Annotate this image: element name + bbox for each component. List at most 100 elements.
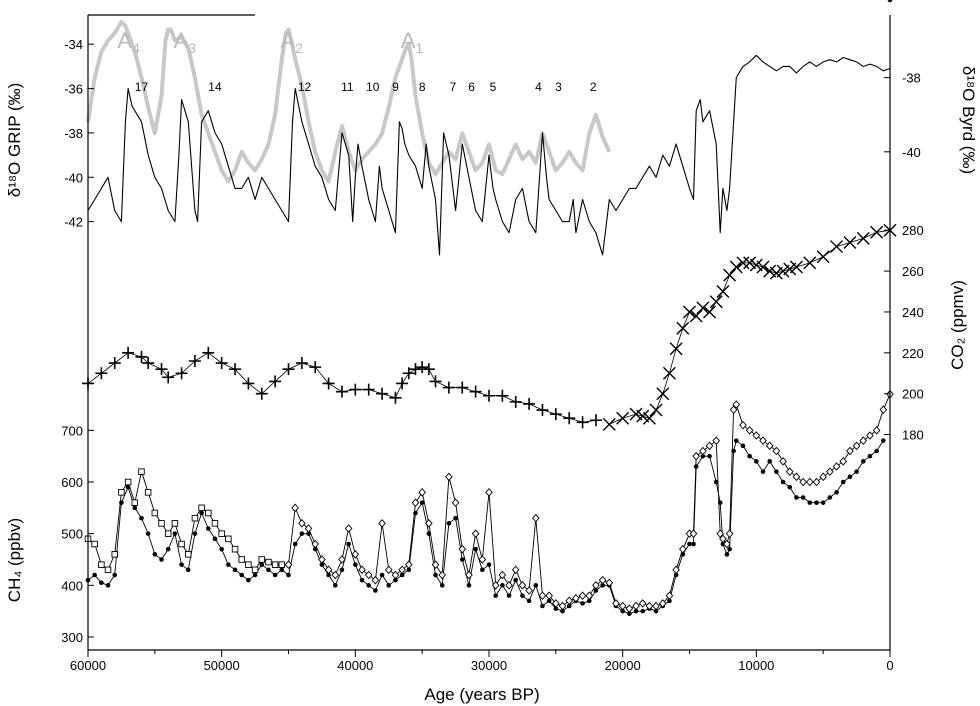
ch4-point-filled <box>620 608 625 614</box>
ch4-point-filled <box>346 541 351 547</box>
co2-point-plus <box>589 414 602 427</box>
antarctic-event-label: A1 <box>401 28 424 56</box>
co2-point-cross <box>709 295 723 309</box>
ch4-point-diamond <box>404 560 413 569</box>
ch4-point-diamond <box>785 467 794 476</box>
ch4-point-square <box>245 561 252 568</box>
x-tick-label: 20000 <box>605 658 641 673</box>
ch4-point-filled <box>480 567 485 573</box>
ch4-point-filled <box>600 583 605 588</box>
ch4-point-filled <box>326 572 331 578</box>
ch4-point-diamond <box>505 581 513 590</box>
ch4-point-filled <box>713 479 719 485</box>
ch4-point-diamond <box>518 581 527 590</box>
do-event-label: 6 <box>468 80 475 94</box>
ch4-point-diamond <box>411 498 420 507</box>
ch4-point-square <box>178 540 185 548</box>
ch4-point-filled <box>132 505 138 511</box>
co2-point-plus <box>142 357 155 370</box>
co2-point-plus <box>335 385 348 398</box>
co2-point-plus <box>409 363 422 376</box>
ch4-point-diamond <box>832 462 841 471</box>
x-tick-label: 40000 <box>337 658 373 673</box>
do-event-label: 7 <box>450 80 457 94</box>
ch4-point-filled <box>399 572 405 578</box>
co2-point-plus <box>322 377 335 390</box>
ch4-point-diamond <box>511 565 520 575</box>
co2-point-plus <box>295 357 308 370</box>
ch4-point-filled <box>473 546 478 552</box>
do-event-label: 8 <box>419 80 426 94</box>
co2-point-plus <box>483 389 495 402</box>
ch4-point-diamond <box>471 529 480 538</box>
ch4-point-filled <box>439 583 445 588</box>
ch4-point-diamond <box>732 400 741 409</box>
ch4-point-filled <box>867 453 873 459</box>
ch4-axis-tick-label: 300 <box>61 630 83 645</box>
ch4-point-diamond <box>572 593 580 603</box>
ch4-point-filled <box>212 536 218 542</box>
ch4-point-diamond <box>652 601 660 611</box>
ch4-point-filled <box>540 603 545 609</box>
ch4-point-filled <box>266 567 271 573</box>
ch4-point-filled <box>159 557 164 562</box>
ch4-point-filled <box>800 495 806 500</box>
ch4-point-filled <box>286 572 291 578</box>
ch4-point-filled <box>500 583 505 588</box>
co2-point-plus <box>242 377 255 390</box>
co2-axis-tick-label: 220 <box>902 346 924 361</box>
ch4-point-diamond <box>445 472 453 482</box>
ch4-point-filled <box>854 469 859 474</box>
ch4-point-diamond <box>879 405 888 414</box>
ch4-point-diamond <box>739 420 747 430</box>
ch4-point-diamond <box>779 457 787 466</box>
co2-point-cross <box>616 411 630 425</box>
ch4-point-square <box>138 468 145 475</box>
co2-point-plus <box>269 375 282 388</box>
ch4-point-diamond <box>491 581 500 590</box>
ch4-point-square <box>91 540 98 548</box>
co2-point-plus <box>162 371 175 384</box>
co2-point-cross <box>676 321 690 335</box>
ch4-point-square <box>251 566 259 574</box>
ch4-point-square <box>218 530 225 537</box>
ch4-point-filled <box>727 546 732 552</box>
grip-axis-tick-label: -36 <box>64 82 83 97</box>
ch4-point-diamond <box>645 601 654 611</box>
ch4-point-square <box>98 561 105 568</box>
co2-point-plus <box>416 361 429 374</box>
ch4-point-filled <box>459 557 465 562</box>
ch4-point-diamond <box>338 555 346 564</box>
ch4-point-square <box>158 520 165 527</box>
ch4-point-filled <box>112 572 118 578</box>
byrd-axis-title: δ¹⁸O Byrd (‰) <box>959 66 978 174</box>
ch4-series-line <box>87 440 884 615</box>
ch4-point-diamond <box>692 451 700 461</box>
ch4-point-filled <box>754 459 759 464</box>
ch4-point-diamond <box>378 519 386 528</box>
ch4-point-diamond <box>765 441 774 451</box>
ch4-point-diamond <box>679 544 687 554</box>
ch4-point-diamond <box>371 575 380 585</box>
ch4-point-filled <box>199 510 204 516</box>
ch4-point-diamond <box>304 524 313 533</box>
co2-point-cross <box>803 256 817 270</box>
ch4-axis-tick-label: 500 <box>61 527 83 542</box>
do-event-label: 2 <box>590 80 597 94</box>
co2-point-plus <box>402 367 415 380</box>
ch4-point-filled <box>252 572 258 578</box>
ch4-point-diamond <box>759 436 767 445</box>
ch4-point-filled <box>533 583 539 588</box>
do-event-label: 4 <box>535 80 542 94</box>
do-event-label: 5 <box>490 80 497 94</box>
ch4-point-square <box>184 551 192 558</box>
co2-point-plus <box>376 387 389 400</box>
co2-point-plus <box>309 361 322 374</box>
ch4-point-filled <box>724 552 730 557</box>
ch4-point-filled <box>586 598 592 604</box>
grip-axis-tick-label: -34 <box>64 37 83 52</box>
co2-axis-tick-label: 240 <box>902 305 924 320</box>
ch4-point-diamond <box>689 529 698 538</box>
ch4-point-filled <box>332 583 338 588</box>
